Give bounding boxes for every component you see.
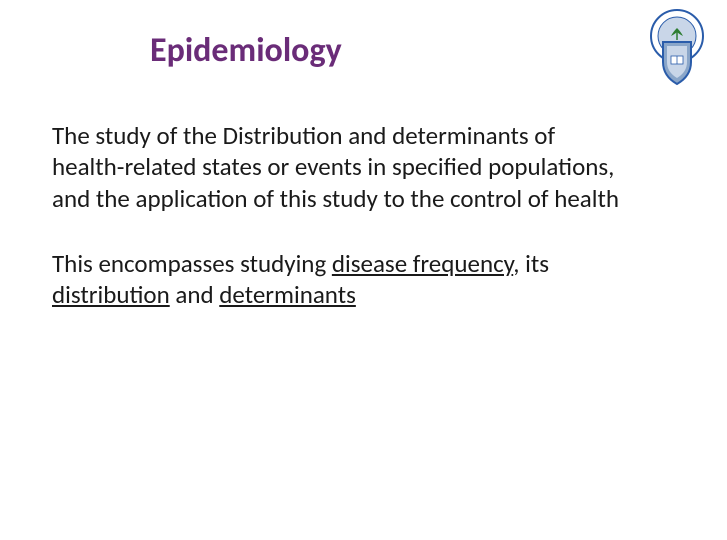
paragraph-encompasses: This encompasses studying disease freque…: [52, 248, 632, 311]
underline-disease-frequency: disease frequency: [332, 248, 513, 279]
slide: Epidemiology The study of the Distributi…: [0, 0, 727, 540]
text-mid1: , its: [513, 248, 549, 279]
university-logo: [641, 8, 713, 88]
underline-determinants: determinants: [219, 279, 356, 310]
slide-title: Epidemiology: [150, 30, 342, 71]
paragraph-definition: The study of the Distribution and determ…: [52, 120, 632, 214]
body-text: The study of the Distribution and determ…: [52, 120, 632, 310]
text-prefix: This encompasses studying: [52, 248, 332, 279]
text-mid2: and: [170, 279, 220, 310]
shield-icon: [641, 8, 713, 88]
underline-distribution: distribution: [52, 279, 170, 310]
